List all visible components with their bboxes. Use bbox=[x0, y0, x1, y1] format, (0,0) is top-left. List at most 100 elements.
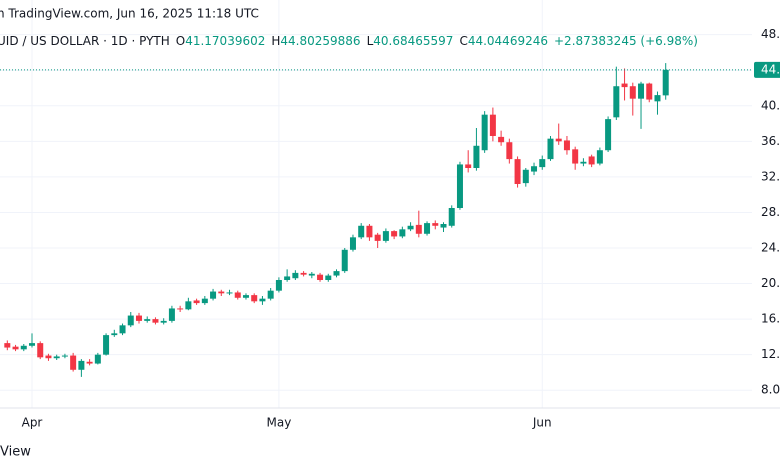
candle-body bbox=[12, 346, 19, 350]
candle-body bbox=[135, 315, 142, 321]
candle-body bbox=[456, 164, 463, 208]
candle-body bbox=[498, 136, 505, 143]
candle-body bbox=[300, 272, 307, 275]
candle-body bbox=[53, 356, 60, 359]
candle-body bbox=[448, 208, 455, 226]
candle-body bbox=[185, 301, 192, 310]
candle-body bbox=[407, 225, 414, 230]
candle-body bbox=[473, 145, 480, 168]
candle-body bbox=[4, 343, 11, 348]
candle-body bbox=[193, 300, 200, 304]
y-tick-label: 8.00 bbox=[761, 383, 780, 397]
y-tick-label: 20.00 bbox=[761, 276, 780, 290]
y-tick-label: 40.00 bbox=[761, 98, 780, 112]
ohlc-letter: C bbox=[459, 34, 467, 48]
candle-body bbox=[308, 273, 315, 276]
watermark: View bbox=[0, 445, 31, 460]
candle-body bbox=[514, 159, 521, 184]
candle-body bbox=[424, 223, 431, 234]
candle-body bbox=[555, 138, 562, 142]
candle-body bbox=[317, 274, 324, 280]
candle-body bbox=[259, 298, 266, 302]
candle-body bbox=[168, 308, 175, 321]
candle-body bbox=[572, 149, 579, 164]
candle-body bbox=[119, 325, 126, 334]
source: n TradingView.com, Jun 16, 2025 11:18 UT… bbox=[0, 7, 259, 21]
candle-body bbox=[37, 343, 44, 358]
ohlc-letter: H bbox=[271, 34, 280, 48]
y-tick-label: 24.00 bbox=[761, 241, 780, 255]
candle-body bbox=[531, 166, 538, 172]
x-tick-label: Jun bbox=[532, 416, 552, 430]
ohlc-value: 44.04469246 bbox=[468, 34, 548, 48]
candle-body bbox=[432, 223, 439, 226]
ohlc-value: 40.68465597 bbox=[373, 34, 453, 48]
candle-body bbox=[218, 291, 225, 294]
candle-body bbox=[210, 291, 217, 299]
x-tick-label: Apr bbox=[22, 416, 43, 430]
y-tick-label: 12.00 bbox=[761, 347, 780, 361]
candle-body bbox=[20, 345, 27, 350]
x-tick-label: May bbox=[266, 416, 291, 430]
candle-body bbox=[242, 295, 249, 298]
candle-body bbox=[78, 360, 85, 370]
last-price-label: 44.04469246 bbox=[761, 62, 780, 76]
candle-body bbox=[522, 169, 529, 184]
candle-body bbox=[539, 159, 546, 168]
y-tick-label: 48.00 bbox=[761, 27, 780, 41]
candle-body bbox=[506, 142, 513, 160]
candle-body bbox=[646, 83, 653, 100]
candle-body bbox=[61, 355, 68, 357]
candle-body bbox=[160, 320, 167, 323]
candle-body bbox=[382, 231, 389, 241]
ohlc-header: UID / US DOLLAR · 1D · PYTH O41.17039602 H… bbox=[0, 34, 698, 48]
candle-body bbox=[111, 333, 118, 336]
candle-body bbox=[613, 86, 620, 118]
candle-body bbox=[333, 271, 340, 276]
candle-body bbox=[547, 138, 554, 160]
y-tick-label: 28.00 bbox=[761, 205, 780, 219]
change: +2.87383245 (+6.98%) bbox=[554, 34, 698, 48]
candle-body bbox=[70, 355, 77, 370]
candle-body bbox=[638, 83, 645, 99]
candle-body bbox=[103, 335, 110, 355]
candle-body bbox=[465, 164, 472, 168]
ohlc-value: 41.17039602 bbox=[185, 34, 265, 48]
candle-body bbox=[201, 298, 208, 304]
candle-body bbox=[292, 272, 299, 279]
ohlc-value: 44.80259886 bbox=[280, 34, 360, 48]
candle-body bbox=[86, 361, 93, 364]
candle-body bbox=[234, 292, 241, 298]
candle-body bbox=[251, 295, 258, 302]
candle-body bbox=[415, 224, 422, 234]
candle-body bbox=[654, 95, 661, 102]
candle-body bbox=[349, 237, 356, 250]
candle-body bbox=[489, 114, 496, 136]
candle-body bbox=[226, 292, 233, 294]
candle-body bbox=[621, 83, 628, 88]
candle-body bbox=[563, 140, 570, 151]
candle-body bbox=[325, 275, 332, 280]
candle-body bbox=[374, 234, 381, 241]
candle-body bbox=[144, 319, 151, 321]
candle-body bbox=[127, 315, 134, 326]
candle-body bbox=[177, 308, 184, 310]
ohlc-letter: L bbox=[367, 34, 374, 48]
candle-body bbox=[29, 343, 35, 346]
last-price-box bbox=[754, 61, 780, 78]
candle-body bbox=[440, 224, 447, 228]
candle-body bbox=[605, 119, 612, 151]
candle-body bbox=[275, 280, 282, 291]
candle-body bbox=[366, 225, 373, 238]
candle-body bbox=[94, 354, 101, 364]
symbol-title: UID / US DOLLAR · 1D · PYTH bbox=[0, 34, 170, 48]
candle-body bbox=[481, 114, 488, 151]
y-tick-label: 16.00 bbox=[761, 312, 780, 326]
candle-body bbox=[284, 276, 291, 280]
candle-body bbox=[596, 150, 603, 164]
candle-body bbox=[152, 319, 159, 323]
ohlc-letter: O bbox=[176, 34, 185, 48]
candle-body bbox=[588, 156, 595, 165]
